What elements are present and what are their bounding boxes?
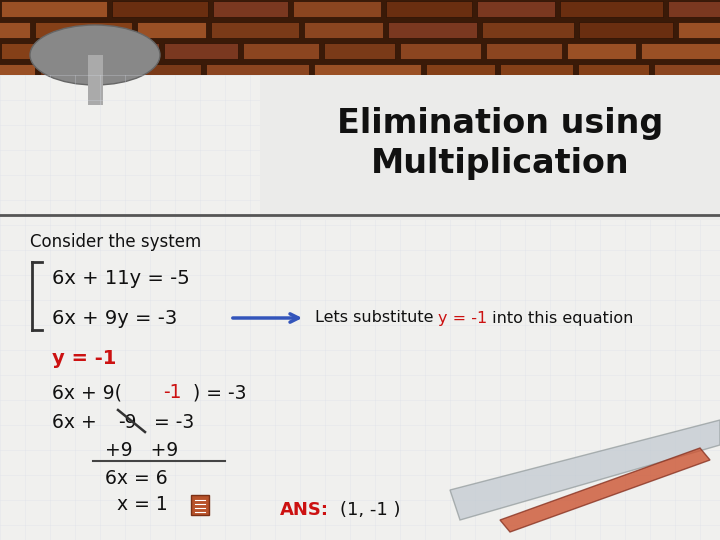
Text: -1: -1 — [163, 383, 181, 402]
Bar — [672, 106, 720, 122]
Bar — [35, 22, 132, 38]
Bar — [583, 106, 667, 122]
Bar — [328, 106, 402, 122]
Text: ) = -3: ) = -3 — [193, 383, 246, 402]
Bar — [668, 1, 720, 17]
Text: Multiplication: Multiplication — [371, 146, 629, 179]
Bar — [1, 85, 94, 101]
Bar — [243, 43, 319, 59]
Bar — [88, 55, 103, 105]
Bar — [164, 43, 238, 59]
Bar — [567, 43, 636, 59]
Bar — [211, 22, 299, 38]
Bar — [503, 106, 578, 122]
Bar — [0, 0, 720, 110]
Text: Lets substitute: Lets substitute — [315, 310, 438, 326]
Bar — [154, 106, 250, 122]
Bar — [711, 85, 720, 101]
Bar — [477, 1, 555, 17]
Bar — [313, 85, 411, 101]
Bar — [1, 43, 84, 59]
Text: 6x + 11y = -5: 6x + 11y = -5 — [52, 268, 190, 287]
Bar — [205, 85, 308, 101]
Text: y = -1: y = -1 — [438, 310, 487, 326]
Bar — [314, 64, 421, 80]
Polygon shape — [500, 448, 710, 532]
Text: 6x + 9y = -3: 6x + 9y = -3 — [52, 308, 177, 327]
Bar — [57, 106, 149, 122]
Bar — [40, 64, 115, 80]
Text: Consider the system: Consider the system — [30, 233, 202, 251]
Text: into this equation: into this equation — [487, 310, 634, 326]
Bar — [99, 85, 200, 101]
Bar — [0, 22, 30, 38]
Bar — [120, 64, 201, 80]
Bar — [500, 64, 573, 80]
Ellipse shape — [30, 25, 160, 85]
Text: 6x + 9(: 6x + 9( — [52, 383, 122, 402]
Bar — [400, 43, 481, 59]
Bar — [416, 85, 506, 101]
Bar — [578, 64, 649, 80]
Text: Elimination using: Elimination using — [337, 106, 663, 139]
Bar — [89, 43, 159, 59]
Bar — [407, 106, 498, 122]
Bar — [426, 64, 495, 80]
FancyBboxPatch shape — [191, 495, 209, 515]
Text: = -3: = -3 — [148, 413, 194, 431]
Bar — [255, 106, 323, 122]
Text: y = -1: y = -1 — [52, 348, 117, 368]
Bar — [324, 43, 395, 59]
Text: +9   +9: +9 +9 — [105, 441, 179, 460]
Bar — [260, 75, 720, 220]
Bar — [137, 22, 206, 38]
Bar — [112, 1, 208, 17]
Bar — [623, 85, 706, 101]
Bar — [1, 1, 107, 17]
Bar — [511, 85, 618, 101]
Bar — [0, 106, 52, 122]
Bar — [213, 1, 288, 17]
Bar — [293, 1, 381, 17]
Bar — [304, 22, 383, 38]
Bar — [654, 64, 720, 80]
Bar — [0, 64, 35, 80]
Text: (1, -1 ): (1, -1 ) — [340, 501, 400, 519]
Bar — [482, 22, 574, 38]
Bar — [678, 22, 720, 38]
Bar — [388, 22, 477, 38]
Bar — [206, 64, 309, 80]
Bar — [386, 1, 472, 17]
Polygon shape — [450, 420, 720, 520]
Bar — [641, 43, 720, 59]
Text: 6x +: 6x + — [52, 413, 103, 431]
Text: 6x = 6: 6x = 6 — [105, 469, 168, 489]
Bar — [560, 1, 663, 17]
Text: ANS:: ANS: — [280, 501, 329, 519]
Bar — [0, 75, 720, 540]
Bar — [579, 22, 673, 38]
Text: x = 1: x = 1 — [117, 496, 168, 515]
Bar — [486, 43, 562, 59]
Text: -9: -9 — [118, 413, 137, 431]
